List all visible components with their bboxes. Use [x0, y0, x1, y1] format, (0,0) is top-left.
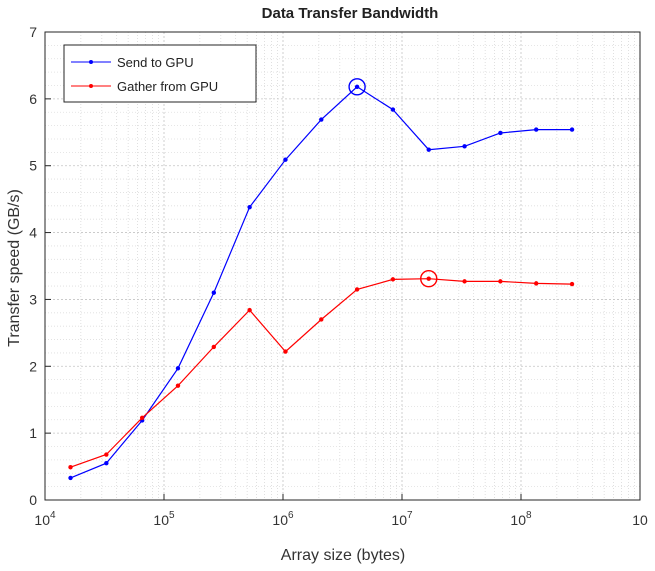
data-point-gather — [462, 279, 467, 284]
data-point-send — [283, 157, 288, 162]
legend-label-send: Send to GPU — [117, 55, 194, 70]
x-tick-label: 104 — [34, 510, 56, 528]
legend: Send to GPU Gather from GPU — [63, 44, 257, 103]
data-point-gather — [390, 277, 396, 282]
y-tick-label: 5 — [29, 158, 37, 174]
data-point-send — [175, 366, 181, 371]
plot-area — [45, 32, 640, 500]
x-axis-label: Array size (bytes) — [281, 547, 405, 564]
data-point-send — [68, 475, 73, 481]
x-tick-label: 107 — [391, 510, 413, 528]
x-tick-label: 10 — [632, 512, 648, 528]
legend-label-gather: Gather from GPU — [117, 79, 218, 94]
data-point-send — [498, 130, 503, 136]
data-point-gather — [175, 383, 181, 388]
data-point-gather — [139, 415, 145, 420]
data-point-send — [569, 127, 575, 132]
data-point-gather — [247, 307, 252, 313]
data-point-gather — [569, 281, 575, 287]
chart-title: Data Transfer Bandwidth — [262, 5, 439, 22]
legend-marker-gather — [89, 84, 93, 88]
axes-box — [44, 31, 641, 501]
x-tick-label: 108 — [510, 510, 532, 528]
legend-entry-gather: Gather from GPU — [71, 79, 218, 94]
x-tick-label: 106 — [272, 510, 294, 528]
data-point-send — [354, 84, 360, 90]
y-axis-label: Transfer speed (GB/s) — [6, 189, 23, 347]
x-tick-label: 105 — [153, 510, 175, 528]
data-point-gather — [68, 465, 73, 470]
data-point-send — [534, 127, 539, 132]
data-point-gather — [104, 452, 109, 457]
data-point-send — [462, 144, 467, 149]
y-tick-label: 1 — [29, 425, 37, 441]
data-point-send — [426, 147, 431, 152]
y-tick-label: 3 — [29, 291, 37, 307]
data-point-gather — [534, 281, 539, 286]
data-point-send — [104, 461, 109, 466]
legend-entry-send: Send to GPU — [71, 55, 194, 70]
data-point-gather — [211, 344, 217, 350]
peak-marker-send — [348, 78, 366, 96]
data-point-gather — [426, 276, 431, 281]
data-point-gather — [283, 349, 288, 354]
ticks-layer: 104 105 106 107 108 10 0 1 2 3 4 5 6 7 — [29, 24, 648, 528]
data-point-gather — [354, 287, 360, 292]
peak-marker-gather — [420, 270, 438, 288]
y-tick-label: 2 — [29, 358, 37, 374]
data-point-send — [247, 204, 252, 210]
legend-box — [63, 44, 257, 103]
data-point-gather — [498, 279, 503, 284]
data-point-send — [390, 107, 396, 112]
y-tick-label: 7 — [29, 24, 37, 40]
y-tick-label: 6 — [29, 91, 37, 107]
data-point-send — [211, 290, 217, 295]
y-tick-label: 4 — [29, 225, 37, 241]
legend-marker-send — [89, 60, 93, 64]
data-point-send — [319, 117, 324, 122]
data-point-gather — [319, 317, 324, 322]
y-tick-label: 0 — [29, 492, 37, 508]
series-layer — [68, 78, 575, 481]
